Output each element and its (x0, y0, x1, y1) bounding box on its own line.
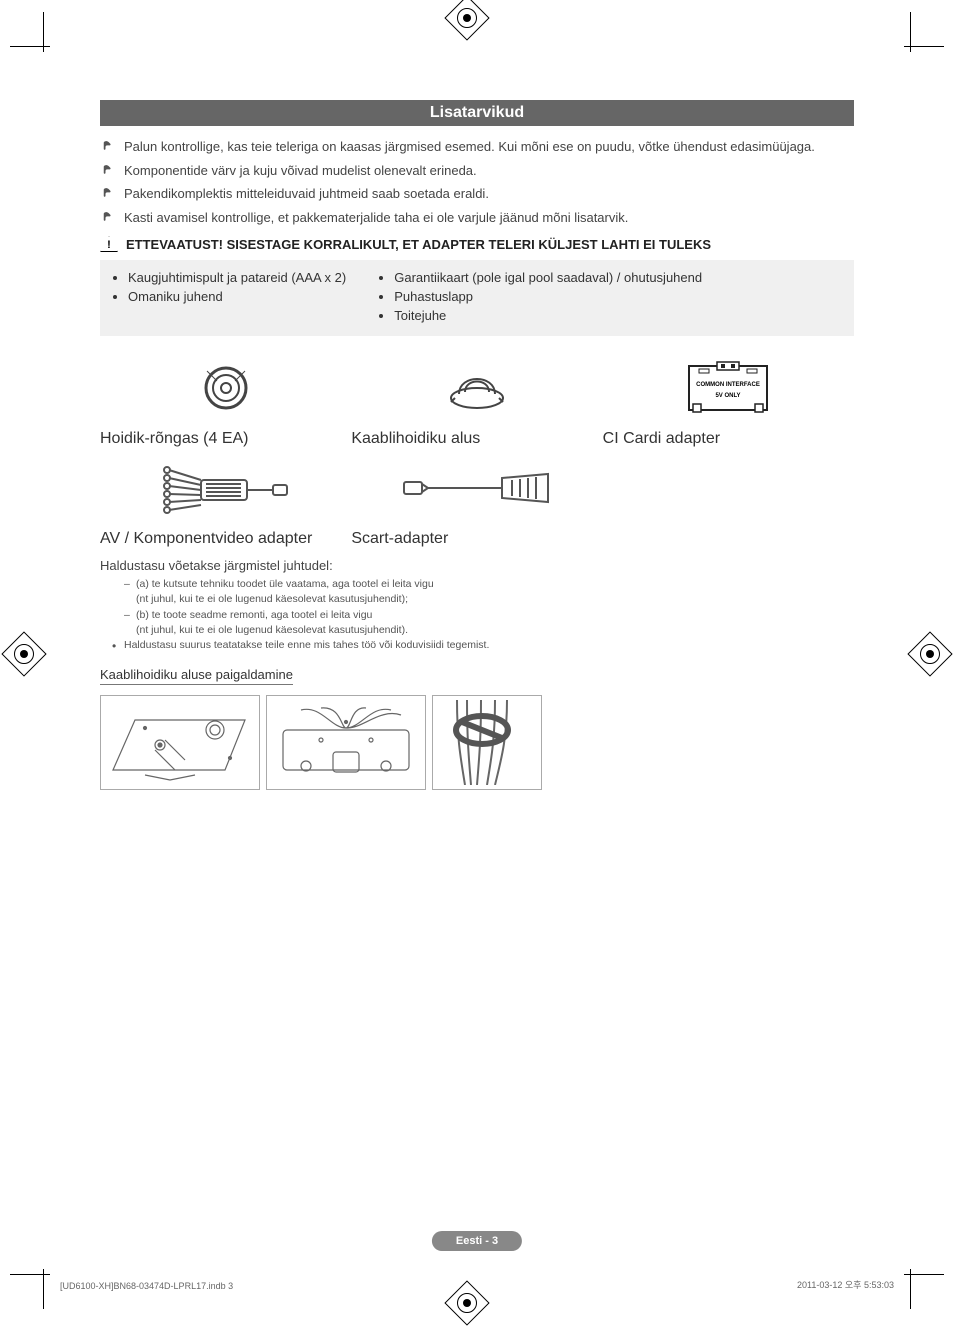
footnote-right: 2011-03-12 오후 5:53:03 (797, 1278, 894, 1291)
accessory-cell (100, 348, 351, 430)
items-block: Kaugjuhtimispult ja patareid (AAA x 2) O… (100, 260, 854, 336)
cropmark-tl-h (10, 46, 50, 47)
fee-line: (nt juhul, kui te ei ole lugenud käesole… (124, 592, 854, 606)
cropmark-bl-h (10, 1274, 50, 1275)
accessory-label: AV / Komponentvideo adapter (100, 530, 351, 548)
fee-list: (a) te kutsute tehniku toodet üle vaatam… (100, 577, 854, 652)
cropmark-bottom-reg (457, 1293, 477, 1313)
section-title: Lisatarvikud (100, 100, 854, 126)
cropmark-left-reg (14, 644, 34, 664)
accessory-image-cicard: COMMON INTERFACE 5V ONLY (607, 354, 850, 422)
accessory-cell (351, 448, 602, 530)
accessory-label: Kaablihoidiku alus (351, 430, 602, 448)
accessory-cell: COMMON INTERFACE 5V ONLY (603, 348, 854, 430)
accessory-cell (351, 348, 602, 430)
warning-icon (100, 236, 118, 252)
note-icon (100, 163, 118, 177)
fee-line: (a) te kutsute tehniku toodet üle vaatam… (124, 577, 854, 591)
accessory-image-av-adapter (104, 454, 347, 522)
items-col-right: Garantiikaart (pole igal pool saadaval) … (376, 266, 702, 326)
svg-text:COMMON INTERFACE: COMMON INTERFACE (696, 382, 760, 388)
note-item: Kasti avamisel kontrollige, et pakkemate… (100, 209, 854, 227)
cropmark-br-v (910, 1269, 911, 1309)
note-text: Kasti avamisel kontrollige, et pakkemate… (124, 209, 628, 227)
note-item: Pakendikomplektis mitteleiduvaid juhtmei… (100, 185, 854, 203)
page-content: Lisatarvikud Palun kontrollige, kas teie… (100, 100, 854, 1241)
items-col-left: Kaugjuhtimispult ja patareid (AAA x 2) O… (110, 266, 346, 326)
install-heading: Kaablihoidiku aluse paigaldamine (100, 667, 293, 685)
fee-line: (nt juhul, kui te ei ole lugenud käesole… (124, 623, 854, 637)
footnote-left: [UD6100-XH]BN68-03474D-LPRL17.indb 3 (60, 1281, 233, 1291)
notes-list: Palun kontrollige, kas teie teleriga on … (100, 126, 854, 226)
item-right-2: Toitejuhe (394, 307, 702, 323)
cropmark-bl-v (43, 1269, 44, 1309)
item-left-1: Omaniku juhend (128, 288, 346, 304)
note-icon (100, 186, 118, 200)
note-item: Komponentide värv ja kuju võivad mudelis… (100, 162, 854, 180)
accessory-label: Hoidik-rõngas (4 EA) (100, 430, 351, 448)
cropmark-right-reg (920, 644, 940, 664)
install-img-2 (266, 695, 426, 790)
accessory-label: CI Cardi adapter (603, 430, 854, 448)
fee-line: Haldustasu suurus teatatakse teile enne … (112, 638, 854, 652)
item-right-1: Puhastuslapp (394, 288, 702, 304)
install-img-3 (432, 695, 542, 790)
page-footer: Eesti - 3 (432, 1231, 522, 1251)
install-images (100, 695, 854, 790)
fee-heading: Haldustasu võetakse järgmistel juhtudel: (100, 558, 854, 573)
note-icon (100, 210, 118, 224)
item-left-0: Kaugjuhtimispult ja patareid (AAA x 2) (128, 269, 346, 285)
accessory-cell (100, 448, 351, 530)
accessory-grid: COMMON INTERFACE 5V ONLY Hoidik-rõngas (… (100, 348, 854, 548)
warning-text: ETTEVAATUST! SISESTAGE KORRALIKULT, ET A… (126, 237, 711, 252)
cropmark-tr-h (904, 46, 944, 47)
accessory-image-ring (104, 354, 347, 422)
note-text: Pakendikomplektis mitteleiduvaid juhtmei… (124, 185, 489, 203)
note-text: Komponentide värv ja kuju võivad mudelis… (124, 162, 477, 180)
accessory-cell-empty (603, 448, 854, 530)
accessory-label: Scart-adapter (351, 530, 602, 548)
cropmark-top-reg (457, 8, 477, 28)
accessory-label-empty (603, 530, 854, 548)
item-right-0: Garantiikaart (pole igal pool saadaval) … (394, 269, 702, 285)
note-icon (100, 139, 118, 153)
accessory-image-scart (355, 454, 598, 522)
note-item: Palun kontrollige, kas teie teleriga on … (100, 138, 854, 156)
fee-line: (b) te toote seadme remonti, aga tootel … (124, 608, 854, 622)
warning-row: ETTEVAATUST! SISESTAGE KORRALIKULT, ET A… (100, 236, 854, 252)
cropmark-br-h (904, 1274, 944, 1275)
install-img-1 (100, 695, 260, 790)
accessory-image-holder (355, 354, 598, 422)
svg-text:5V ONLY: 5V ONLY (716, 393, 741, 399)
note-text: Palun kontrollige, kas teie teleriga on … (124, 138, 815, 156)
